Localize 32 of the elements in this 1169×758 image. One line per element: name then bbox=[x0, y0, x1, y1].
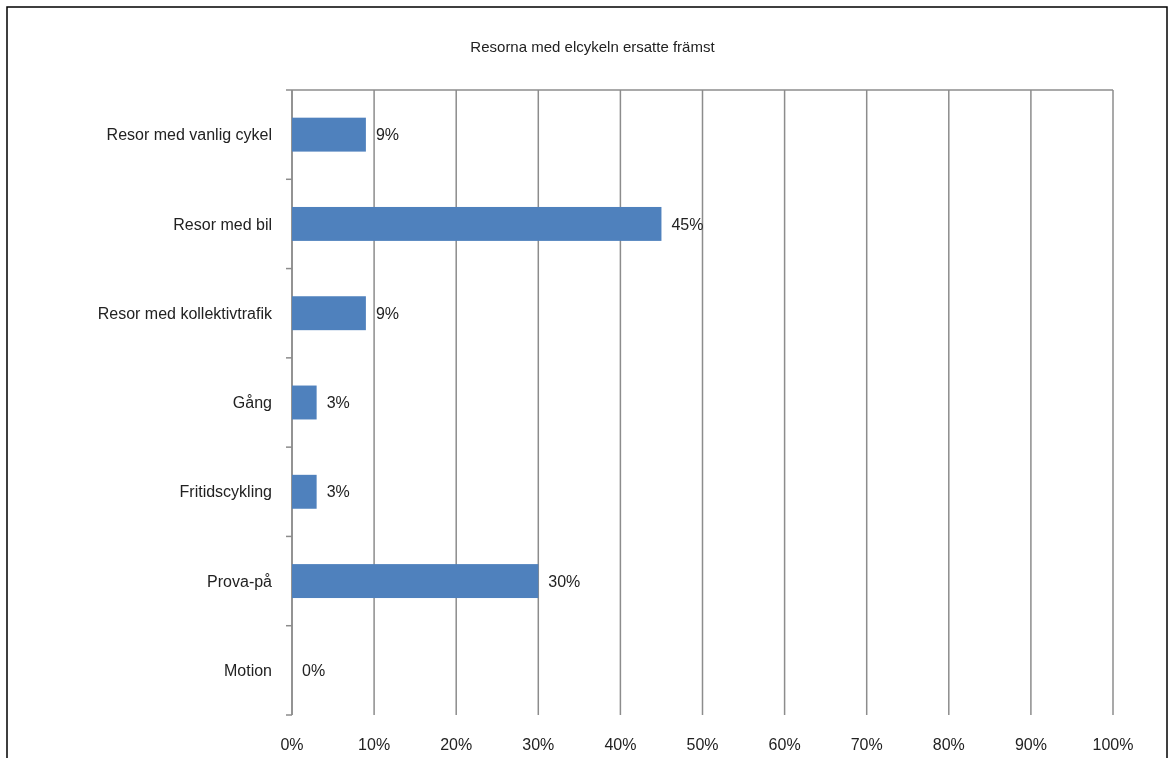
x-tick-label: 70% bbox=[850, 736, 883, 753]
x-tick-label: 60% bbox=[768, 736, 801, 753]
bar bbox=[292, 296, 366, 331]
x-tick-label: 0% bbox=[280, 736, 304, 753]
x-tick-label: 40% bbox=[604, 736, 637, 753]
y-tick-label: Resor med kollektivtrafik bbox=[97, 304, 273, 322]
y-tick-label: Resor med bil bbox=[173, 215, 272, 233]
y-tick-label: Motion bbox=[223, 661, 272, 679]
x-tick-label: 50% bbox=[686, 736, 719, 753]
x-tick-label: 10% bbox=[358, 736, 391, 753]
y-tick-label: Gång bbox=[232, 394, 272, 412]
data-label: 9% bbox=[375, 126, 400, 144]
x-tick-label: 20% bbox=[440, 736, 473, 753]
bar bbox=[292, 385, 317, 420]
chart-title: Resorna med elcykeln ersatte främst bbox=[470, 38, 716, 55]
x-tick-label: 80% bbox=[932, 736, 965, 753]
data-label: 3% bbox=[326, 483, 350, 501]
bar bbox=[292, 564, 539, 599]
y-tick-label: Resor med vanlig cykel bbox=[106, 126, 272, 144]
data-label: 3% bbox=[326, 394, 350, 412]
x-tick-label: 90% bbox=[1014, 736, 1047, 753]
x-tick-label: 100% bbox=[1092, 736, 1134, 753]
bar bbox=[292, 117, 366, 152]
bar bbox=[292, 206, 662, 241]
bar bbox=[292, 474, 317, 509]
y-tick-label: Prova-på bbox=[207, 572, 273, 590]
data-label: 30% bbox=[548, 572, 581, 590]
data-label: 9% bbox=[375, 304, 400, 322]
x-tick-label: 30% bbox=[522, 736, 555, 753]
data-label: 45% bbox=[671, 215, 704, 233]
data-label: 0% bbox=[302, 661, 326, 679]
y-tick-label: Fritidscykling bbox=[179, 483, 272, 501]
